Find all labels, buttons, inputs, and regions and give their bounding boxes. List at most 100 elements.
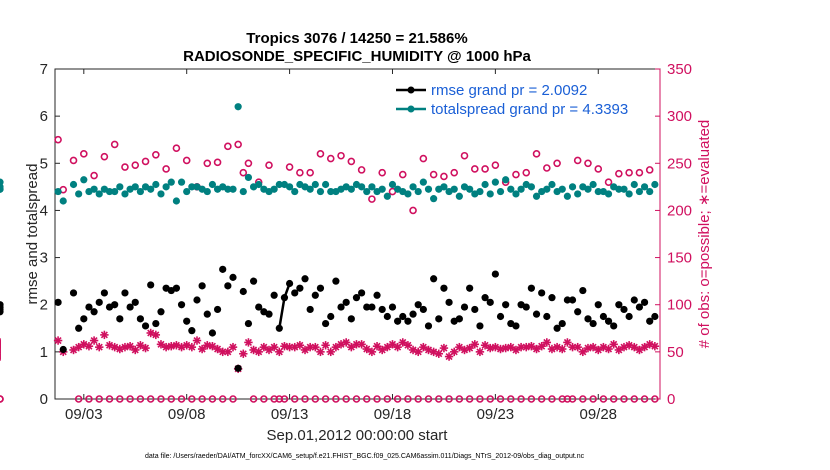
possible-obs-point: [553, 159, 561, 168]
evaluated-obs-marker: [187, 342, 197, 352]
possible-obs-point: [563, 395, 572, 403]
possible-obs-point: [198, 395, 206, 403]
rmse-point: [589, 319, 597, 328]
y-right-tick-label: 350: [667, 61, 692, 78]
rmse-point: [291, 289, 299, 297]
evaluated-obs-marker: [316, 347, 325, 357]
totalspread-point: [646, 187, 654, 196]
rmse-point: [476, 322, 484, 330]
rmse-point: [332, 277, 340, 285]
totalspread-point: [527, 183, 535, 191]
evaluated-obs-marker: [588, 342, 598, 352]
possible-obs-point: [85, 395, 93, 403]
possible-obs-point: [383, 395, 392, 403]
possible-obs-point: [651, 395, 659, 403]
rmse-point: [543, 312, 551, 321]
possible-obs-point: [362, 395, 371, 403]
possible-obs-point: [527, 395, 536, 403]
possible-obs-point: [90, 171, 98, 180]
evaluated-obs-marker: [486, 343, 495, 353]
totalspread-point: [234, 103, 242, 111]
possible-obs-point: [589, 395, 597, 403]
totalspread-point: [136, 187, 144, 196]
rmse-point: [620, 305, 628, 314]
rmse-point: [213, 305, 222, 314]
possible-obs-point: [450, 168, 459, 177]
evaluated-obs-marker: [120, 342, 130, 352]
possible-obs-point: [208, 395, 217, 403]
totalspread-point: [255, 180, 263, 189]
totalspread-point: [147, 185, 155, 193]
evaluated-obs-marker: [347, 342, 356, 352]
x-tick-label: 09/23: [477, 406, 515, 423]
possible-obs-point: [224, 142, 232, 151]
y-right-tick-label: 0: [667, 391, 675, 408]
possible-obs-point: [404, 395, 412, 403]
evaluated-obs-marker: [197, 344, 207, 354]
totalspread-point: [476, 187, 484, 196]
possible-obs-point: [157, 395, 165, 403]
rmse-point: [347, 315, 355, 323]
possible-obs-point: [290, 395, 299, 403]
rmse-point: [244, 319, 253, 328]
totalspread-point: [409, 183, 417, 191]
totalspread-point: [59, 197, 67, 205]
evaluated-obs-marker: [285, 342, 294, 352]
x-tick-label: 09/08: [168, 406, 206, 423]
rmse-point: [594, 301, 602, 309]
y-right-tick-label: 150: [667, 250, 692, 267]
rmse-point: [59, 345, 67, 354]
totalspread-point: [404, 190, 412, 198]
rmse-point: [399, 312, 407, 321]
totalspread-point: [388, 180, 397, 189]
totalspread-point: [229, 185, 237, 193]
evaluated-obs-marker: [161, 342, 171, 352]
possible-obs-point: [368, 195, 376, 203]
rmse-point: [460, 303, 469, 311]
rmse-point: [579, 286, 587, 295]
x-tick-label: 09/03: [65, 406, 103, 423]
possible-obs-point: [481, 165, 489, 173]
rmse-point: [172, 284, 181, 292]
evaluated-obs-marker: [264, 345, 274, 355]
possible-obs-point: [558, 395, 567, 403]
rmse-point: [116, 315, 124, 323]
possible-obs-point: [167, 395, 176, 403]
evaluated-obs-marker: [496, 344, 505, 354]
rmse-point: [440, 284, 448, 292]
legend-entry-totalspread: totalspread grand pr = 4.3393: [431, 101, 628, 118]
possible-obs-point: [234, 140, 242, 149]
possible-obs-point: [80, 150, 88, 158]
totalspread-point: [378, 185, 386, 193]
evaluated-obs-marker: [434, 349, 443, 358]
x-tick-label: 09/13: [271, 406, 309, 423]
possible-obs-point: [275, 395, 284, 403]
totalspread-point: [285, 183, 294, 191]
rmse-point: [471, 305, 479, 314]
possible-obs-point: [465, 395, 474, 403]
rmse-point: [111, 301, 119, 309]
possible-obs-point: [249, 395, 258, 403]
x-tick-label: 09/18: [374, 406, 412, 423]
evaluated-obs-marker: [522, 342, 531, 352]
rmse-point: [563, 296, 571, 304]
evaluated-obs-marker: [223, 347, 233, 357]
rmse-point: [388, 303, 397, 311]
possible-obs-point: [543, 164, 551, 172]
totalspread-point: [574, 190, 582, 198]
possible-obs-point: [188, 395, 196, 403]
y-left-tick-label: 1: [40, 344, 48, 361]
possible-obs-point: [594, 165, 603, 173]
rmse-point: [455, 315, 463, 323]
totalspread-point: [368, 183, 376, 191]
rmse-point: [337, 303, 345, 311]
possible-obs-point: [69, 156, 78, 165]
possible-obs-point: [599, 395, 608, 403]
totalspread-point: [183, 187, 191, 196]
possible-obs-point: [507, 395, 515, 403]
possible-obs-point: [609, 395, 618, 403]
possible-obs-point: [398, 170, 407, 179]
possible-obs-point: [203, 159, 212, 168]
rmse-point: [157, 308, 165, 316]
possible-obs-point: [321, 395, 330, 403]
